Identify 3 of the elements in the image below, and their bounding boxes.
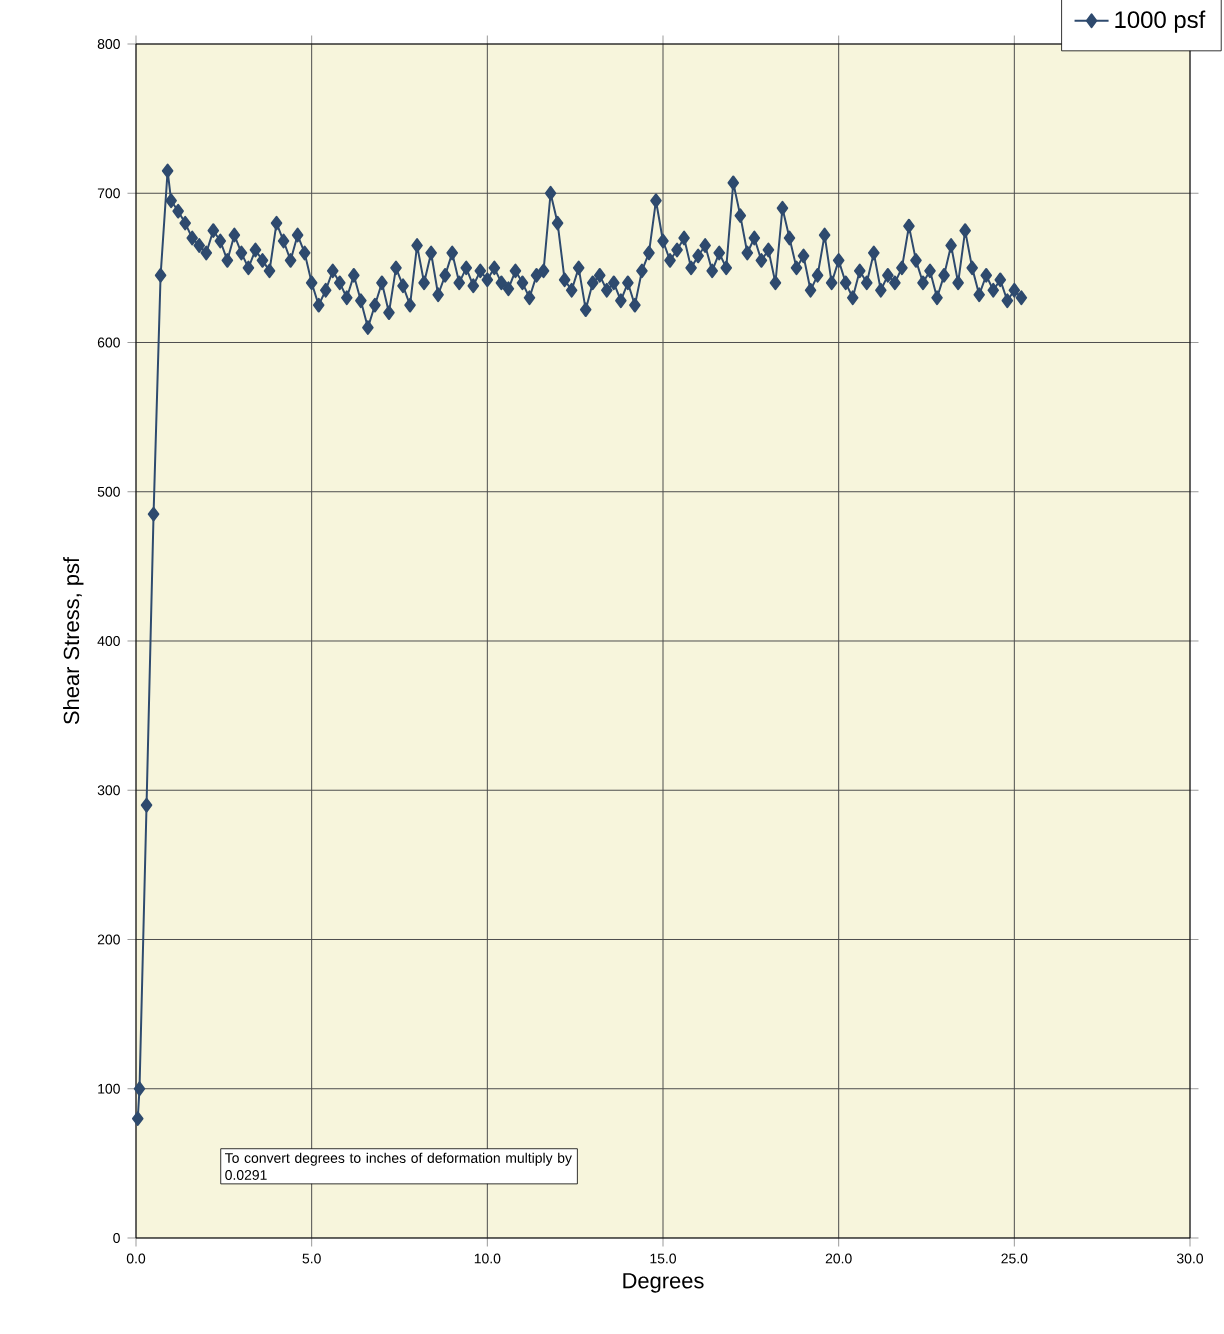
x-axis-title: Degrees bbox=[623, 1273, 704, 1293]
legend-label: 1000 psf bbox=[1115, 10, 1206, 33]
y-axis-title: Shear Stress, psf bbox=[63, 556, 84, 725]
